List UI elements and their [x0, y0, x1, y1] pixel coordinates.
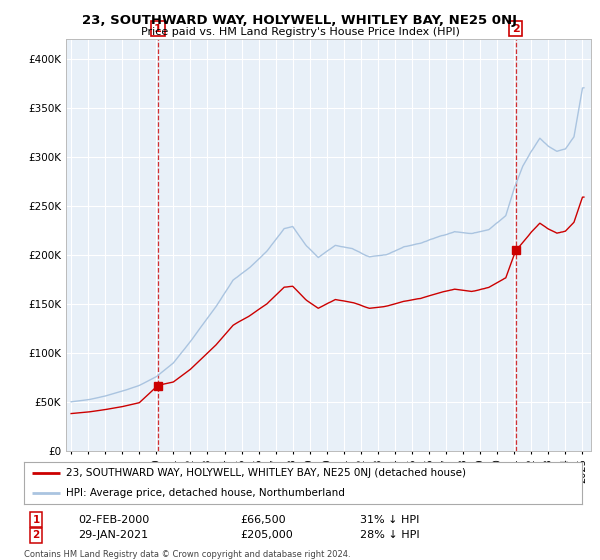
- Text: Contains HM Land Registry data © Crown copyright and database right 2024.
This d: Contains HM Land Registry data © Crown c…: [24, 550, 350, 560]
- Text: Price paid vs. HM Land Registry's House Price Index (HPI): Price paid vs. HM Land Registry's House …: [140, 27, 460, 37]
- Text: £205,000: £205,000: [240, 530, 293, 540]
- Text: 1: 1: [32, 515, 40, 525]
- Text: HPI: Average price, detached house, Northumberland: HPI: Average price, detached house, Nort…: [66, 488, 345, 498]
- Text: 28% ↓ HPI: 28% ↓ HPI: [360, 530, 419, 540]
- Text: 29-JAN-2021: 29-JAN-2021: [78, 530, 148, 540]
- Text: £66,500: £66,500: [240, 515, 286, 525]
- Text: 2: 2: [512, 24, 520, 34]
- Text: 02-FEB-2000: 02-FEB-2000: [78, 515, 149, 525]
- Text: 1: 1: [154, 24, 162, 34]
- Text: 2: 2: [32, 530, 40, 540]
- Text: 31% ↓ HPI: 31% ↓ HPI: [360, 515, 419, 525]
- Text: 23, SOUTHWARD WAY, HOLYWELL, WHITLEY BAY, NE25 0NJ (detached house): 23, SOUTHWARD WAY, HOLYWELL, WHITLEY BAY…: [66, 468, 466, 478]
- Text: 23, SOUTHWARD WAY, HOLYWELL, WHITLEY BAY, NE25 0NJ: 23, SOUTHWARD WAY, HOLYWELL, WHITLEY BAY…: [83, 14, 517, 27]
